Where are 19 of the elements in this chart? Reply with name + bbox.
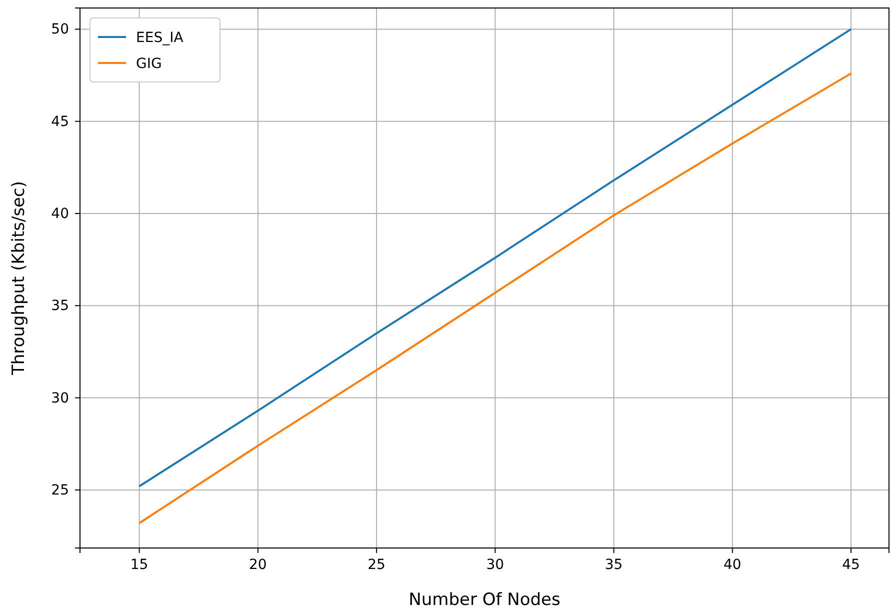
line-series [138,28,852,488]
y-tick-label: 30 [51,390,69,406]
x-tick-label: 35 [604,556,623,573]
y-tick-label: 45 [51,114,69,130]
x-tick-label: 15 [130,556,148,573]
x-tick-label: 20 [249,556,267,573]
line-series [138,72,852,524]
legend-label: GIG [136,56,162,72]
legend-label: EES_IA [136,30,184,46]
x-tick-label: 45 [842,556,860,573]
y-tick-label: 35 [51,298,69,314]
y-axis-title: Throughput (Kbits/sec) [9,181,29,376]
x-tick-label: 40 [724,556,742,573]
y-tick-label: 25 [51,482,69,498]
x-axis-title: Number Of Nodes [408,590,560,610]
x-tick-label: 30 [486,556,504,573]
y-tick-label: 40 [51,206,69,222]
y-tick-label: 50 [51,22,69,38]
x-tick-label: 25 [368,556,386,573]
